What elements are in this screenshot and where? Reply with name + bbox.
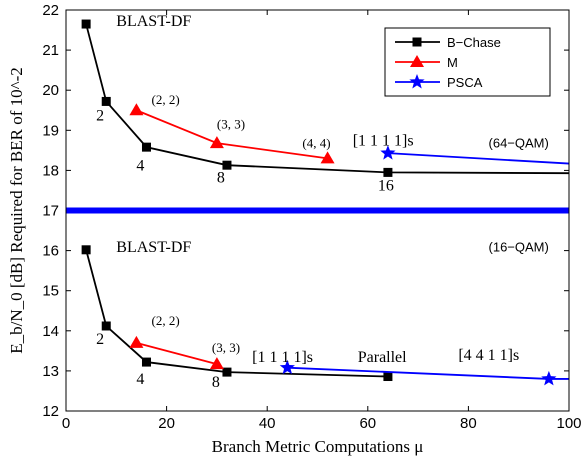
data-point-star [380, 145, 396, 160]
y-tick-label: 20 [42, 82, 59, 99]
annotation: (16−QAM) [489, 239, 549, 254]
data-point-triangle [209, 357, 224, 370]
y-tick-label: 14 [42, 323, 59, 340]
annotation: 16 [378, 177, 394, 194]
annotation: 8 [212, 374, 220, 391]
data-point-square [222, 367, 232, 377]
y-tick-label: 12 [42, 403, 59, 420]
annotation: BLAST-DF [116, 239, 191, 256]
annotation: 2 [96, 331, 104, 348]
x-axis-title: Branch Metric Computations μ [212, 437, 424, 456]
legend-marker [412, 37, 422, 47]
x-tick-label: 100 [556, 415, 581, 432]
x-tick-label: 20 [158, 415, 175, 432]
x-tick-label: 40 [259, 415, 276, 432]
y-tick-label: 19 [42, 122, 59, 139]
y-tick-label: 15 [42, 283, 59, 300]
series-line-star-64-QAM [387, 152, 569, 165]
y-tick-label: 21 [42, 42, 59, 59]
data-point-triangle [320, 151, 335, 164]
data-point-square [383, 167, 393, 177]
y-tick-label: 18 [42, 162, 59, 179]
annotation: BLAST-DF [116, 13, 191, 30]
series-line-square-16-QAM [85, 249, 388, 378]
annotation: (4, 4) [302, 136, 330, 151]
legend-marker [410, 55, 424, 67]
y-tick-label: 16 [42, 243, 59, 260]
annotation: (3, 3) [212, 340, 240, 355]
annotation: [1 1 1 1]s [252, 349, 313, 366]
annotation: (3, 3) [217, 116, 245, 131]
legend-label: B−Chase [447, 35, 501, 50]
annotation: Parallel [358, 349, 407, 366]
x-tick-label: 60 [359, 415, 376, 432]
annotation: [4 4 1 1]s [458, 347, 519, 364]
data-point-square [81, 19, 91, 29]
annotation: (2, 2) [152, 92, 180, 107]
series-line-star-16-QAM [287, 366, 569, 380]
data-point-square [222, 160, 232, 170]
data-point-triangle [129, 103, 144, 116]
annotation: 8 [217, 169, 225, 186]
data-point-triangle [209, 136, 224, 149]
y-axis-title: E_b/N_0 [dB] Required for BER of 10^-2 [7, 67, 26, 354]
annotation: (64−QAM) [489, 136, 549, 151]
data-point-square [141, 142, 151, 152]
data-point-square [81, 245, 91, 255]
legend-marker [409, 74, 425, 89]
plot-frame [65, 9, 570, 412]
annotation: 2 [96, 107, 104, 124]
y-tick-label: 17 [42, 203, 59, 220]
data-point-square [101, 321, 111, 331]
annotation: [1 1 1 1]s [353, 133, 414, 150]
legend-label: PSCA [447, 75, 483, 90]
x-tick-label: 0 [62, 415, 70, 432]
data-point-square [141, 357, 151, 367]
data-point-star [279, 359, 295, 375]
series-line-triangle-16-QAM [136, 341, 218, 365]
data-point-square [101, 96, 111, 106]
annotation: 4 [136, 157, 144, 174]
data-point-square [383, 372, 393, 382]
data-point-star [541, 370, 557, 386]
legend-label: M [447, 55, 458, 70]
x-tick-label: 80 [460, 415, 477, 432]
annotation: 4 [136, 371, 144, 388]
y-tick-label: 13 [42, 363, 59, 380]
annotation: (2, 2) [152, 313, 180, 328]
series-group [81, 19, 569, 386]
data-point-triangle [129, 335, 144, 348]
y-tick-label: 22 [42, 2, 59, 19]
series-line-square-64-QAM [85, 23, 569, 175]
